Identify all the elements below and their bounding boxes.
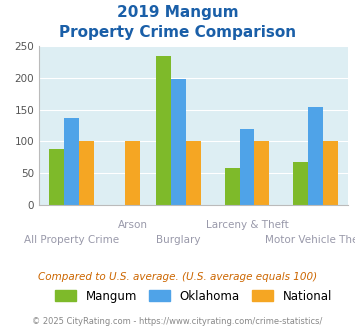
Bar	[240, 129, 255, 205]
Bar	[171, 79, 186, 205]
Legend: Mangum, Oklahoma, National: Mangum, Oklahoma, National	[55, 290, 332, 303]
Bar	[64, 118, 79, 205]
Text: Property Crime Comparison: Property Crime Comparison	[59, 25, 296, 40]
Bar	[323, 141, 338, 205]
Bar	[293, 162, 308, 205]
Bar	[79, 141, 94, 205]
Text: All Property Crime: All Property Crime	[24, 235, 119, 245]
Bar	[225, 168, 240, 205]
Text: 2019 Mangum: 2019 Mangum	[117, 5, 238, 20]
Bar	[255, 141, 269, 205]
Text: Larceny & Theft: Larceny & Theft	[206, 220, 288, 230]
Text: Compared to U.S. average. (U.S. average equals 100): Compared to U.S. average. (U.S. average …	[38, 272, 317, 282]
Bar	[186, 141, 201, 205]
Text: Arson: Arson	[118, 220, 148, 230]
Bar	[125, 141, 140, 205]
Text: Motor Vehicle Theft: Motor Vehicle Theft	[265, 235, 355, 245]
Bar	[308, 107, 323, 205]
Text: Burglary: Burglary	[156, 235, 201, 245]
Bar	[49, 149, 64, 205]
Bar	[156, 56, 171, 205]
Text: © 2025 CityRating.com - https://www.cityrating.com/crime-statistics/: © 2025 CityRating.com - https://www.city…	[32, 317, 323, 326]
